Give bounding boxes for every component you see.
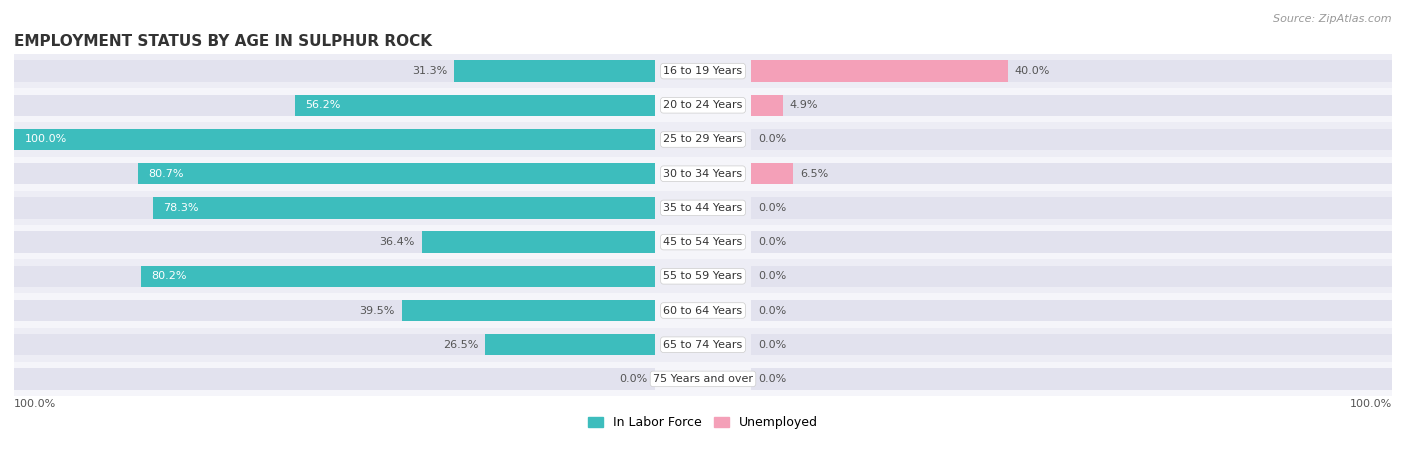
Text: 25 to 29 Years: 25 to 29 Years: [664, 135, 742, 144]
Bar: [295, 94, 655, 116]
Bar: [14, 293, 1392, 328]
Text: Source: ZipAtlas.com: Source: ZipAtlas.com: [1274, 14, 1392, 23]
Text: 0.0%: 0.0%: [758, 306, 786, 315]
Bar: [14, 368, 655, 390]
Text: 0.0%: 0.0%: [758, 374, 786, 384]
Text: 65 to 74 Years: 65 to 74 Years: [664, 340, 742, 350]
Bar: [751, 231, 1392, 253]
Text: 35 to 44 Years: 35 to 44 Years: [664, 203, 742, 213]
Text: 36.4%: 36.4%: [380, 237, 415, 247]
Bar: [751, 266, 1392, 287]
Bar: [14, 122, 1392, 157]
Text: EMPLOYMENT STATUS BY AGE IN SULPHUR ROCK: EMPLOYMENT STATUS BY AGE IN SULPHUR ROCK: [14, 34, 432, 49]
Bar: [14, 88, 1392, 122]
Bar: [138, 163, 655, 184]
Text: 78.3%: 78.3%: [163, 203, 198, 213]
Text: 0.0%: 0.0%: [758, 203, 786, 213]
Bar: [14, 197, 655, 219]
Bar: [14, 129, 655, 150]
Bar: [14, 300, 655, 321]
Bar: [14, 191, 1392, 225]
Bar: [751, 334, 1392, 356]
Bar: [14, 328, 1392, 362]
Bar: [14, 60, 655, 82]
Text: 0.0%: 0.0%: [758, 135, 786, 144]
Bar: [14, 225, 1392, 259]
Text: 75 Years and over: 75 Years and over: [652, 374, 754, 384]
Bar: [485, 334, 655, 356]
Bar: [751, 60, 1008, 82]
Text: 0.0%: 0.0%: [758, 340, 786, 350]
Bar: [153, 197, 655, 219]
Text: 6.5%: 6.5%: [800, 169, 828, 179]
Bar: [751, 163, 793, 184]
Bar: [14, 334, 655, 356]
Bar: [14, 259, 1392, 293]
Bar: [14, 94, 655, 116]
Bar: [751, 163, 1392, 184]
Text: 56.2%: 56.2%: [305, 100, 340, 110]
Text: 80.7%: 80.7%: [148, 169, 184, 179]
Bar: [454, 60, 655, 82]
Bar: [14, 266, 655, 287]
Text: 100.0%: 100.0%: [24, 135, 66, 144]
Text: 0.0%: 0.0%: [758, 271, 786, 281]
Bar: [14, 163, 655, 184]
Text: 100.0%: 100.0%: [14, 399, 56, 409]
Bar: [14, 231, 655, 253]
Bar: [751, 300, 1392, 321]
Bar: [751, 197, 1392, 219]
Bar: [751, 129, 1392, 150]
Bar: [141, 266, 655, 287]
Bar: [14, 54, 1392, 88]
Bar: [751, 94, 1392, 116]
Legend: In Labor Force, Unemployed: In Labor Force, Unemployed: [583, 411, 823, 434]
Text: 80.2%: 80.2%: [152, 271, 187, 281]
Text: 40.0%: 40.0%: [1014, 66, 1050, 76]
Bar: [14, 157, 1392, 191]
Bar: [751, 368, 1392, 390]
Bar: [422, 231, 655, 253]
Text: 0.0%: 0.0%: [758, 237, 786, 247]
Text: 26.5%: 26.5%: [443, 340, 478, 350]
Text: 30 to 34 Years: 30 to 34 Years: [664, 169, 742, 179]
Bar: [14, 362, 1392, 396]
Text: 45 to 54 Years: 45 to 54 Years: [664, 237, 742, 247]
Text: 60 to 64 Years: 60 to 64 Years: [664, 306, 742, 315]
Bar: [751, 60, 1392, 82]
Bar: [751, 94, 783, 116]
Bar: [402, 300, 655, 321]
Text: 0.0%: 0.0%: [620, 374, 648, 384]
Text: 100.0%: 100.0%: [1350, 399, 1392, 409]
Text: 20 to 24 Years: 20 to 24 Years: [664, 100, 742, 110]
Bar: [14, 129, 655, 150]
Text: 55 to 59 Years: 55 to 59 Years: [664, 271, 742, 281]
Text: 39.5%: 39.5%: [360, 306, 395, 315]
Text: 31.3%: 31.3%: [412, 66, 447, 76]
Text: 4.9%: 4.9%: [790, 100, 818, 110]
Text: 16 to 19 Years: 16 to 19 Years: [664, 66, 742, 76]
